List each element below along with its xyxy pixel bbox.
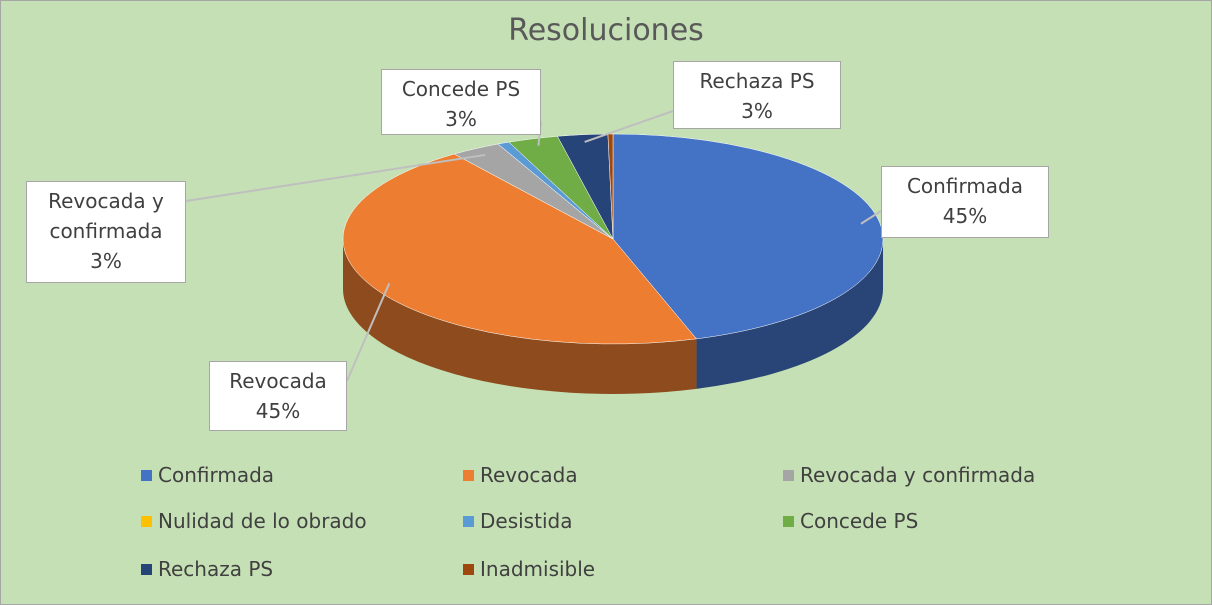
- label-name: Concede PS: [401, 77, 521, 101]
- legend-item: Revocada: [463, 463, 578, 487]
- legend-label: Revocada: [480, 463, 578, 487]
- legend-label: Rechaza PS: [158, 557, 274, 581]
- label-value: 3%: [90, 249, 122, 273]
- legend-item: Nulidad de lo obrado: [141, 509, 367, 533]
- data-label: Concede PS 3%: [381, 69, 541, 135]
- label-name: Rechaza PS: [699, 69, 815, 93]
- legend-swatch: [463, 469, 474, 481]
- label-value: 3%: [445, 107, 477, 131]
- legend-swatch: [141, 515, 152, 527]
- legend-item: Desistida: [463, 509, 572, 533]
- legend-swatch: [141, 469, 152, 481]
- slice-side: [696, 239, 883, 389]
- legend-swatch: [463, 563, 474, 575]
- legend-item: Rechaza PS: [141, 557, 273, 581]
- label-name: Revocada y confirmada: [48, 189, 164, 243]
- label-name: Revocada: [229, 369, 327, 393]
- legend-label: Concede PS: [800, 509, 919, 533]
- slice: [612, 133, 884, 340]
- legend-label: Revocada y confirmada: [800, 463, 1036, 487]
- leader-line: [185, 153, 486, 202]
- slice-side: [343, 239, 697, 394]
- legend-item: Revocada y confirmada: [783, 463, 1035, 487]
- data-label: Revocada y confirmada 3%: [26, 181, 186, 283]
- legend-swatch: [141, 563, 152, 575]
- legend-swatch: [783, 515, 794, 527]
- label-value: 45%: [255, 399, 301, 423]
- slice: [342, 153, 697, 345]
- data-label: Confirmada 45%: [881, 166, 1049, 238]
- legend-item: Confirmada: [141, 463, 274, 487]
- leader-line: [346, 282, 391, 382]
- legend-item: Concede PS: [783, 509, 918, 533]
- chart-title: Resoluciones: [508, 13, 704, 48]
- legend-swatch: [463, 515, 474, 527]
- label-value: 3%: [741, 99, 773, 123]
- legend-label: Nulidad de lo obrado: [158, 509, 367, 533]
- leader-line: [584, 110, 674, 143]
- data-label: Revocada 45%: [209, 361, 347, 431]
- legend-label: Inadmisible: [480, 557, 596, 581]
- leader-line: [860, 210, 882, 225]
- label-name: Confirmada: [906, 174, 1024, 198]
- data-label: Rechaza PS 3%: [673, 61, 841, 129]
- legend-label: Desistida: [480, 509, 573, 533]
- legend-label: Confirmada: [158, 463, 275, 487]
- legend-swatch: [783, 469, 794, 481]
- legend-item: Inadmisible: [463, 557, 595, 581]
- label-value: 45%: [942, 204, 988, 228]
